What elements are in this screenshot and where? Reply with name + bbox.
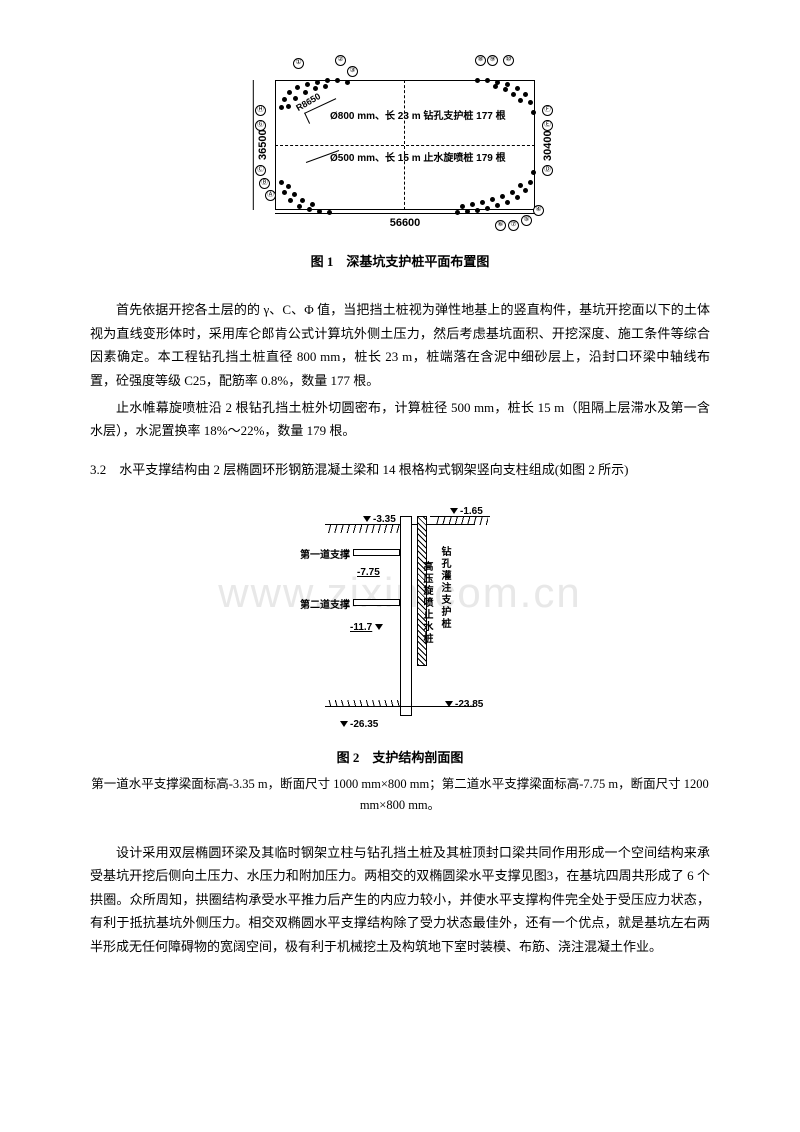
fig1-pile-dot [282, 97, 287, 102]
fig1-pile-dot [310, 202, 315, 207]
fig2-elev-bottom-left: -26.35 [340, 716, 378, 734]
fig1-pile-dot [279, 105, 284, 110]
fig2-elev-top-right: -1.65 [450, 503, 483, 521]
fig1-pile-dot [493, 84, 498, 89]
fig2-bottom-line [325, 706, 475, 707]
fig1-pile-dot [490, 197, 495, 202]
fig2-elev-value: -3.35 [373, 514, 396, 525]
fig1-pile-dot [528, 180, 533, 185]
fig2-elev-low: -11.7 [350, 619, 385, 637]
fig1-pile-dot [335, 78, 340, 83]
fig1-pile-dot [485, 78, 490, 83]
figure-2-container: 第一道支撑 第二道支撑 -3.35 -1.65 -7.75 -11.7 -23.… [90, 501, 710, 736]
fig2-label-strut2: 第二道支撑 [300, 597, 350, 615]
fig2-bored-pile [400, 516, 412, 716]
fig1-pile-dot [315, 80, 320, 85]
fig2-elev-top-left: -3.35 [363, 511, 396, 529]
figure-2-sub-caption: 第一道水平支撑梁面标高-3.35 m，断面尺寸 1000 mm×800 mm；第… [90, 774, 710, 817]
fig1-pile-dot [460, 204, 465, 209]
fig1-pile-dot [282, 190, 287, 195]
fig1-pile-dot [485, 206, 490, 211]
fig2-strut-1 [353, 549, 400, 556]
fig1-grid-node: Ⓒ [255, 165, 266, 176]
paragraph-3: 设计采用双层椭圆环梁及其临时钢架立柱与钻孔挡土桩及其桩顶封口梁共同作用形成一个空… [90, 841, 710, 958]
fig2-elev-value: -7.75 [357, 567, 380, 578]
fig1-inner-label-1: Ø800 mm、长 23 m 钻孔支护桩 177 根 [330, 108, 506, 126]
fig1-pile-dot [531, 170, 536, 175]
fig1-grid-node: Ⓖ [255, 120, 266, 131]
fig1-pile-dot [292, 192, 297, 197]
fig1-grid-node: ⑩ [503, 55, 514, 66]
fig1-axis-line [275, 145, 535, 146]
fig1-pile-dot [279, 180, 284, 185]
figure-2-diagram: 第一道支撑 第二道支撑 -3.35 -1.65 -7.75 -11.7 -23.… [285, 501, 515, 736]
fig1-pile-dot [531, 110, 536, 115]
fig1-pile-dot [288, 198, 293, 203]
fig1-grid-node: Ⓔ [542, 120, 553, 131]
fig2-elev-mid: -7.75 [357, 564, 380, 582]
fig1-pile-dot [470, 202, 475, 207]
figure-1-diagram: 56600 36500 30400 R8650 Ø800 mm、长 23 m 钻… [235, 50, 565, 240]
fig1-grid-node: ② [335, 55, 346, 66]
fig1-pile-dot [510, 190, 515, 195]
paragraph-1: 首先依据开挖各土层的的 γ、C、Φ 值，当把挡土桩视为弹性地基上的竖直构件，基坑… [90, 298, 710, 392]
fig1-pile-dot [295, 85, 300, 90]
fig1-grid-node: ④ [533, 205, 544, 216]
fig1-grid-node: ⑤ [521, 215, 532, 226]
fig1-pile-dot [286, 184, 291, 189]
fig2-vtext-waterstop: 高压旋喷止水桩 [417, 561, 435, 645]
fig1-pile-dot [523, 92, 528, 97]
figure-1-container: 56600 36500 30400 R8650 Ø800 mm、长 23 m 钻… [90, 50, 710, 240]
fig1-pile-dot [286, 104, 291, 109]
fig2-elev-value: -26.35 [350, 719, 378, 730]
fig1-pile-dot [325, 78, 330, 83]
figure-1-caption: 图 1 深基坑支护桩平面布置图 [90, 250, 710, 273]
fig2-vtext-bored: 钻孔灌注支护桩 [435, 546, 453, 630]
fig2-elev-value: -23.85 [455, 699, 483, 710]
fig1-grid-node: Ⓗ [255, 105, 266, 116]
fig1-pile-dot [305, 82, 310, 87]
fig2-strut-2 [353, 599, 400, 606]
fig1-pile-dot [511, 92, 516, 97]
fig1-grid-node: ① [293, 58, 304, 69]
fig1-pile-dot [523, 188, 528, 193]
figure-2-caption: 图 2 支护结构剖面图 [90, 746, 710, 769]
fig1-pile-dot [515, 86, 520, 91]
section-3-2-heading: 3.2 水平支撑结构由 2 层椭圆环形钢筋混凝土梁和 14 根格构式钢架竖向支柱… [90, 458, 710, 481]
fig1-grid-node: Ⓑ [259, 178, 270, 189]
fig1-pile-dot [503, 87, 508, 92]
fig1-pile-dot [500, 194, 505, 199]
fig2-elev-bottom-right: -23.85 [445, 696, 483, 714]
fig1-pile-dot [300, 198, 305, 203]
fig1-pile-dot [505, 200, 510, 205]
fig2-hatch-bottom [325, 700, 400, 706]
fig1-pile-dot [297, 204, 302, 209]
fig1-grid-node: ③ [347, 66, 358, 77]
fig1-grid-node: Ⓕ [542, 105, 553, 116]
fig1-pile-dot [475, 78, 480, 83]
fig2-label-strut1: 第一道支撑 [300, 547, 350, 565]
fig1-grid-node: Ⓐ [265, 190, 276, 201]
fig1-grid-node: ⑥ [495, 220, 506, 231]
fig1-grid-node: ⑧ [475, 55, 486, 66]
fig1-pile-dot [307, 207, 312, 212]
fig1-pile-dot [528, 100, 533, 105]
fig1-pile-dot [287, 90, 292, 95]
fig2-elev-value: -1.65 [460, 506, 483, 517]
fig2-elev-value: -11.7 [350, 622, 372, 633]
fig1-grid-node: ⑦ [508, 220, 519, 231]
fig1-inner-label-2: Ø500 mm、长 15 m 止水旋喷桩 179 根 [330, 150, 506, 168]
page-content: 56600 36500 30400 R8650 Ø800 mm、长 23 m 钻… [90, 50, 710, 958]
fig1-pile-dot [518, 183, 523, 188]
fig1-pile-dot [323, 84, 328, 89]
fig1-grid-node: ⑨ [487, 55, 498, 66]
fig1-pile-dot [518, 98, 523, 103]
fig1-pile-dot [515, 195, 520, 200]
fig1-grid-node: Ⓓ [542, 165, 553, 176]
fig1-pile-dot [495, 203, 500, 208]
fig1-pile-dot [345, 80, 350, 85]
fig1-axis-line [404, 80, 405, 210]
paragraph-2: 止水帷幕旋喷桩沿 2 根钻孔挡土桩外切圆密布，计算桩径 500 mm，桩长 15… [90, 396, 710, 443]
fig1-pile-dot [480, 200, 485, 205]
